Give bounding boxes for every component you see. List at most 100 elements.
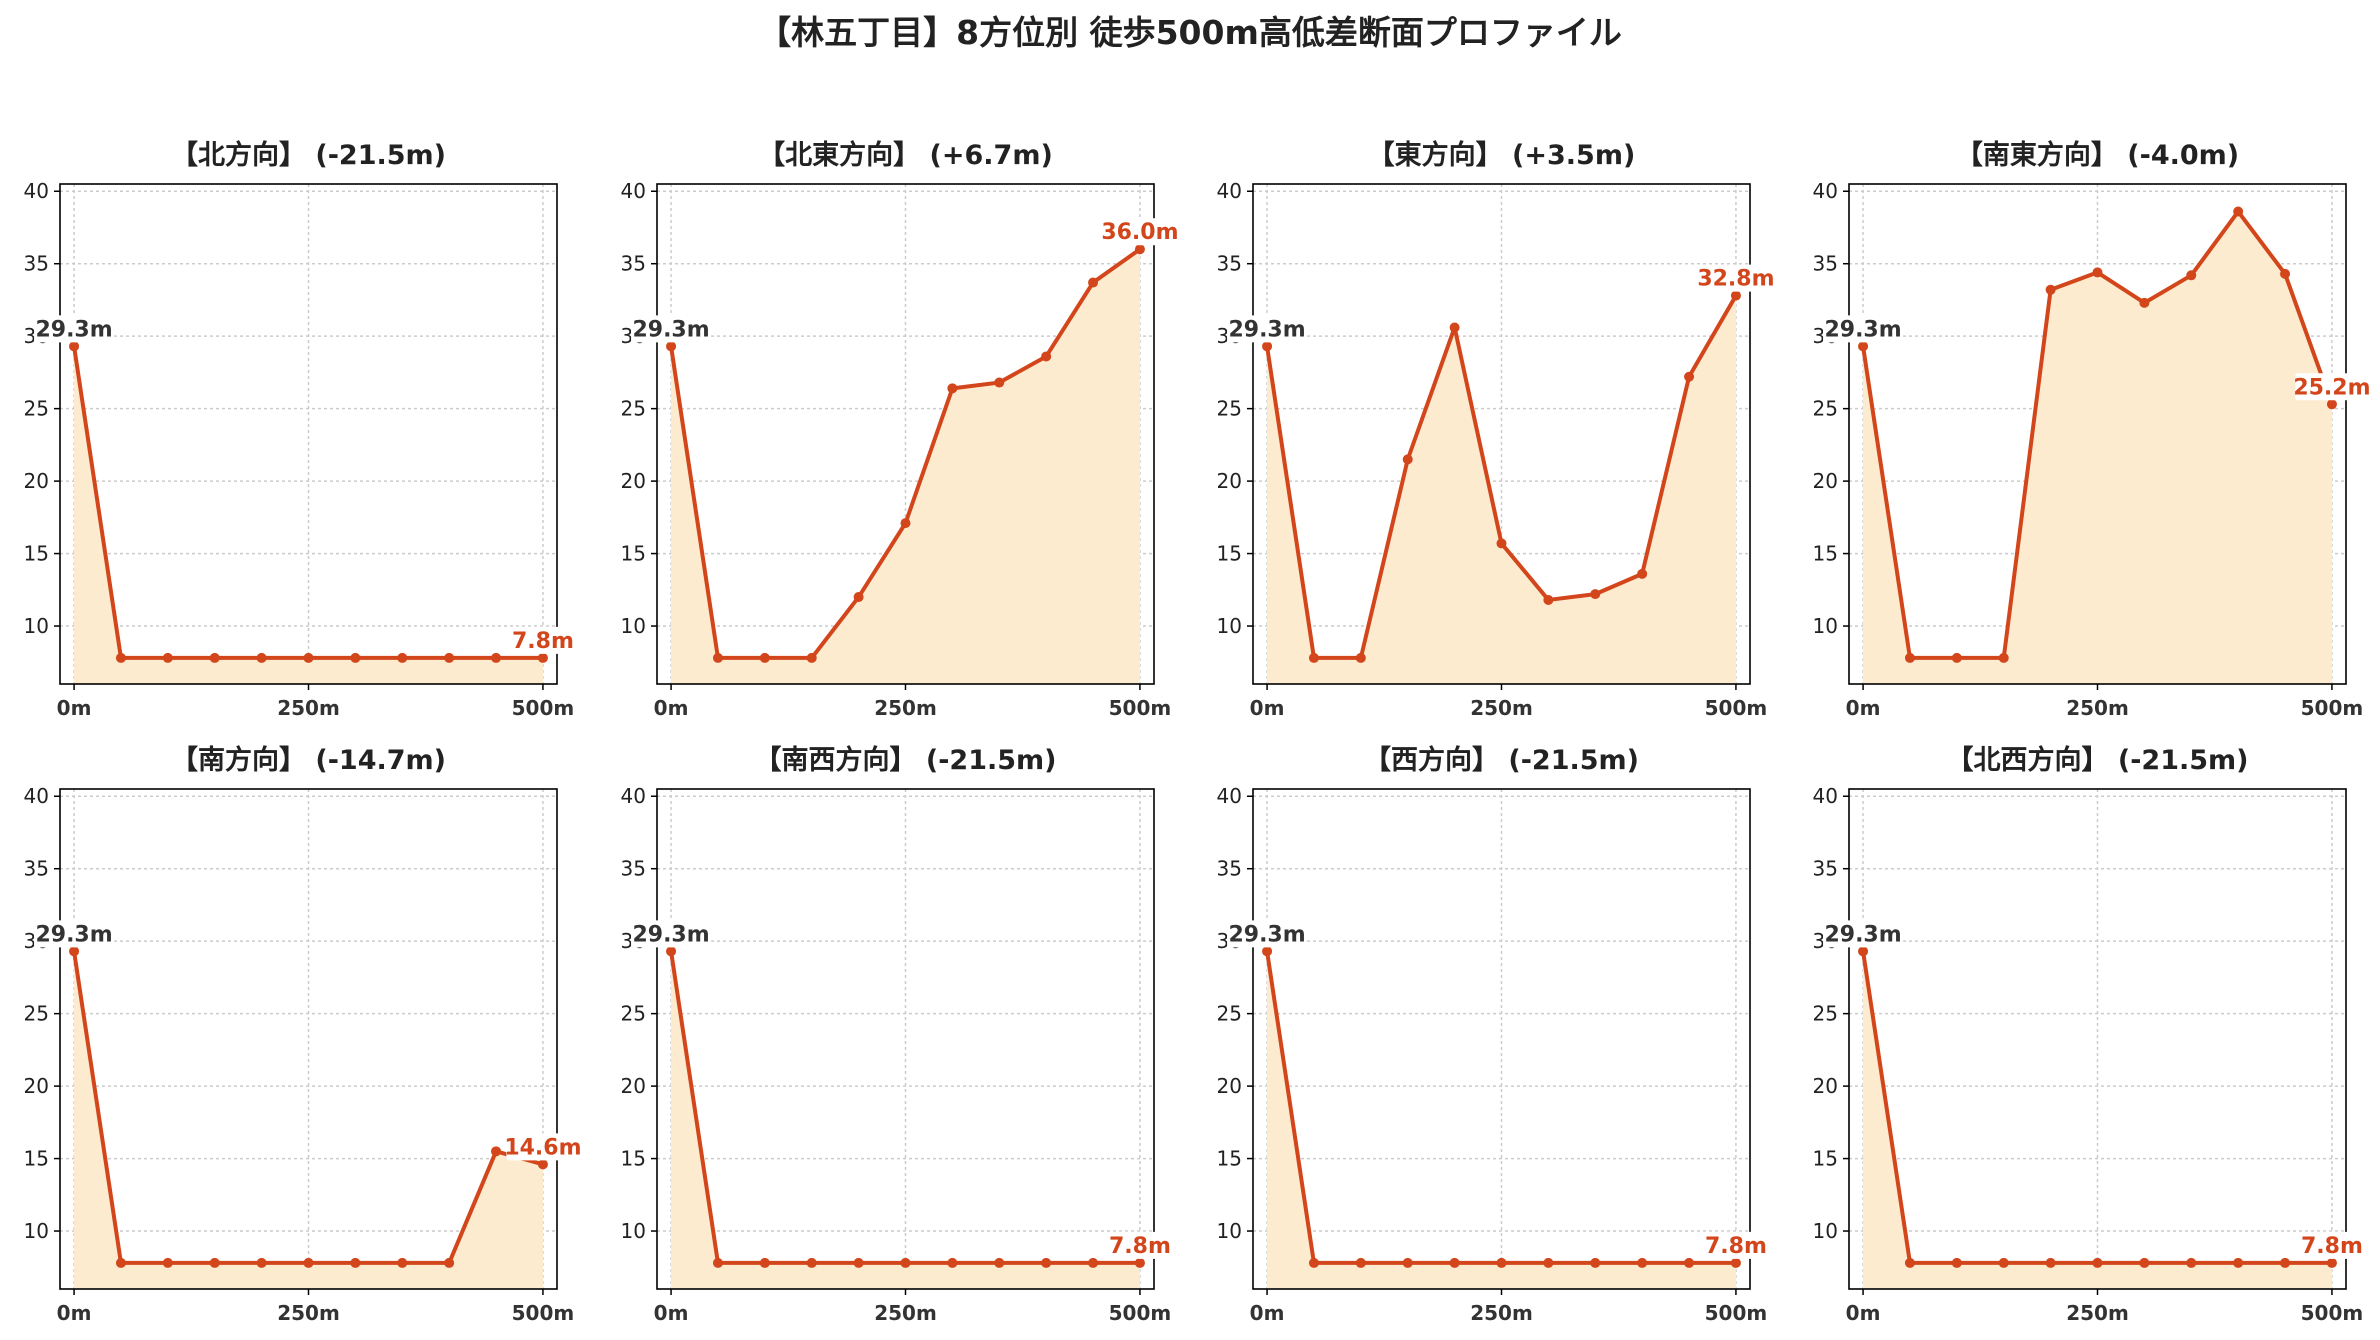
y-tick-label: 25 bbox=[621, 1002, 646, 1026]
end-elevation-label: 25.2m bbox=[2293, 375, 2370, 400]
y-tick-label: 15 bbox=[621, 1147, 646, 1171]
data-point bbox=[947, 383, 958, 394]
data-point bbox=[1904, 1257, 1915, 1268]
x-tick-label: 0m bbox=[1846, 696, 1881, 720]
y-tick-label: 20 bbox=[621, 469, 646, 493]
y-tick-label: 20 bbox=[621, 1074, 646, 1098]
data-point bbox=[2045, 1257, 2056, 1268]
data-point bbox=[1496, 1257, 1507, 1268]
data-point bbox=[350, 1257, 361, 1268]
data-point bbox=[712, 652, 723, 663]
y-tick-label: 20 bbox=[1813, 469, 1838, 493]
data-point bbox=[1308, 652, 1319, 663]
data-point bbox=[947, 1257, 958, 1268]
data-point bbox=[900, 518, 911, 529]
x-tick-label: 0m bbox=[654, 696, 689, 720]
panel-title: 【北方向】 (-21.5m) bbox=[171, 139, 446, 171]
data-point bbox=[350, 652, 361, 663]
data-point bbox=[2280, 1257, 2291, 1268]
x-tick-label: 0m bbox=[57, 696, 92, 720]
data-point bbox=[2092, 1257, 2103, 1268]
data-point bbox=[69, 341, 80, 352]
data-point bbox=[444, 652, 455, 663]
elevation-area bbox=[1267, 295, 1736, 684]
y-tick-label: 35 bbox=[621, 857, 646, 881]
start-label-background bbox=[631, 315, 712, 343]
data-point bbox=[1134, 244, 1145, 255]
panel-title: 【南西方向】 (-21.5m) bbox=[754, 744, 1056, 776]
y-tick-label: 10 bbox=[24, 614, 49, 638]
start-elevation-label: 29.3m bbox=[35, 317, 112, 342]
data-point bbox=[853, 592, 864, 603]
start-label-background bbox=[1227, 315, 1308, 343]
data-point bbox=[1543, 1257, 1554, 1268]
data-point bbox=[491, 1146, 502, 1157]
x-tick-label: 0m bbox=[654, 1301, 689, 1325]
data-point bbox=[806, 1257, 817, 1268]
data-point bbox=[491, 652, 502, 663]
y-tick-label: 15 bbox=[1813, 542, 1838, 566]
panel-title: 【南方向】 (-14.7m) bbox=[171, 744, 446, 776]
data-point bbox=[1355, 652, 1366, 663]
end-label-background bbox=[1103, 218, 1177, 246]
y-tick-label: 40 bbox=[1217, 784, 1242, 808]
x-tick-label: 0m bbox=[1250, 696, 1285, 720]
start-elevation-label: 29.3m bbox=[1824, 922, 1901, 947]
data-point bbox=[1998, 1257, 2009, 1268]
y-tick-label: 15 bbox=[24, 1147, 49, 1171]
y-tick-label: 20 bbox=[1217, 1074, 1242, 1098]
x-tick-label: 250m bbox=[277, 1301, 340, 1325]
elevation-area bbox=[74, 951, 543, 1289]
y-tick-label: 10 bbox=[1217, 1219, 1242, 1243]
data-point bbox=[1134, 1257, 1145, 1268]
data-point bbox=[2233, 206, 2244, 217]
end-label-background bbox=[1705, 1231, 1766, 1259]
x-tick-label: 250m bbox=[277, 696, 340, 720]
panel-grid: 【北方向】 (-21.5m)101520253035400m250m500m29… bbox=[24, 139, 2371, 1325]
end-label-background bbox=[2301, 1231, 2362, 1259]
y-tick-label: 10 bbox=[1813, 614, 1838, 638]
data-point bbox=[806, 652, 817, 663]
data-point bbox=[1590, 589, 1601, 600]
panel-8: 【北西方向】 (-21.5m)101520253035400m250m500m2… bbox=[1813, 744, 2364, 1325]
data-point bbox=[1355, 1257, 1366, 1268]
x-tick-label: 500m bbox=[512, 1301, 575, 1325]
x-tick-label: 0m bbox=[57, 1301, 92, 1325]
data-point bbox=[994, 377, 1005, 388]
data-point bbox=[2326, 399, 2337, 410]
y-tick-label: 40 bbox=[1217, 179, 1242, 203]
y-tick-label: 25 bbox=[1813, 397, 1838, 421]
data-point bbox=[209, 1257, 220, 1268]
elevation-area bbox=[671, 249, 1140, 684]
y-tick-label: 35 bbox=[24, 252, 49, 276]
data-point bbox=[1998, 652, 2009, 663]
y-tick-label: 15 bbox=[1217, 1147, 1242, 1171]
y-tick-label: 20 bbox=[24, 469, 49, 493]
y-tick-label: 35 bbox=[1813, 252, 1838, 276]
x-tick-label: 500m bbox=[1705, 696, 1768, 720]
y-tick-label: 35 bbox=[1217, 857, 1242, 881]
data-point bbox=[1904, 652, 1915, 663]
panel-7: 【西方向】 (-21.5m)101520253035400m250m500m29… bbox=[1217, 744, 1768, 1325]
end-label-background bbox=[512, 626, 573, 654]
x-tick-label: 250m bbox=[2066, 696, 2129, 720]
x-tick-label: 250m bbox=[874, 1301, 937, 1325]
data-point bbox=[2186, 1257, 2197, 1268]
start-elevation-label: 29.3m bbox=[1824, 317, 1901, 342]
data-point bbox=[1041, 1257, 1052, 1268]
y-tick-label: 35 bbox=[24, 857, 49, 881]
panel-title: 【北西方向】 (-21.5m) bbox=[1946, 744, 2248, 776]
y-tick-label: 35 bbox=[1813, 857, 1838, 881]
data-point bbox=[2139, 1257, 2150, 1268]
data-point bbox=[1951, 652, 1962, 663]
data-point bbox=[1637, 1257, 1648, 1268]
end-elevation-label: 7.8m bbox=[1705, 1234, 1767, 1259]
end-label-background bbox=[506, 1133, 580, 1161]
data-point bbox=[2233, 1257, 2244, 1268]
end-elevation-label: 7.8m bbox=[1109, 1234, 1171, 1259]
data-point bbox=[1449, 1257, 1460, 1268]
y-tick-label: 20 bbox=[1217, 469, 1242, 493]
start-label-background bbox=[34, 315, 115, 343]
data-point bbox=[256, 652, 267, 663]
